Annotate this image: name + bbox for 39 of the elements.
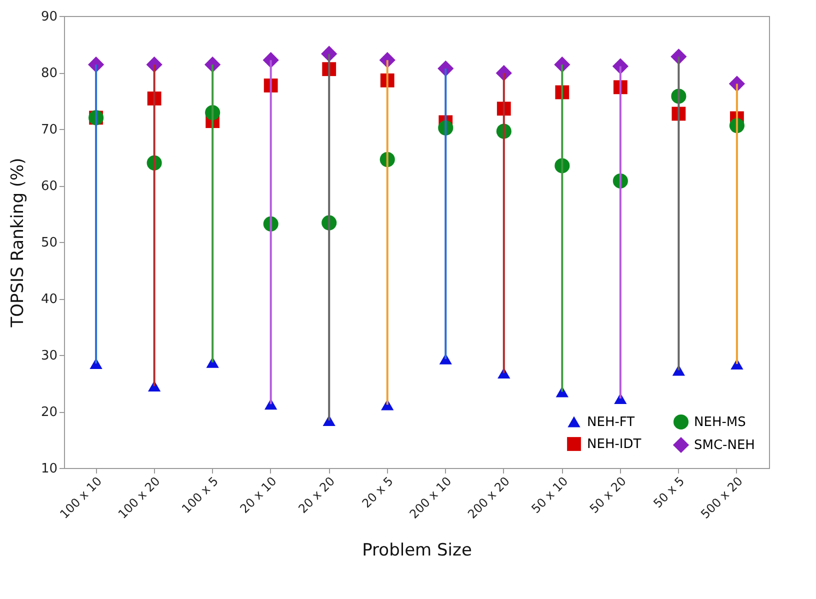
x-tick-label: 50 x 5 — [650, 474, 688, 511]
legend-label: NEH-IDT — [587, 437, 642, 452]
x-tick-label: 50 x 20 — [586, 474, 629, 516]
x-tick-label: 100 x 20 — [115, 474, 163, 522]
bar — [444, 68, 447, 359]
y-tick-label: 30 — [40, 348, 58, 364]
legend-label: NEH-MS — [694, 414, 746, 430]
y-tick-label: 60 — [40, 179, 58, 194]
y-tick-label: 40 — [40, 292, 58, 307]
x-tick-label: 100 x 10 — [57, 474, 105, 522]
x-tick-label: 200 x 20 — [465, 474, 512, 522]
y-tick-label: 70 — [40, 122, 58, 138]
y-tick-label: 90 — [40, 10, 58, 24]
y-tick-label: 80 — [40, 66, 58, 81]
y-tick-label: 10 — [40, 462, 58, 476]
legend-label: NEH-FT — [587, 414, 635, 430]
x-tick-label: 50 x 10 — [528, 474, 571, 516]
bar — [619, 66, 622, 399]
x-tick-label: 20 x 5 — [359, 474, 396, 511]
bar — [95, 64, 98, 364]
bar — [386, 60, 388, 405]
y-axis-title: TOPSIS Ranking (%) — [8, 158, 28, 328]
bar — [561, 64, 564, 392]
bar — [678, 56, 680, 370]
x-tick-label: 500 x 20 — [698, 474, 746, 522]
x-tick-label: 200 x 10 — [406, 474, 454, 522]
bar — [328, 54, 330, 421]
bar — [736, 84, 738, 364]
y-tick-label: 50 — [40, 236, 58, 250]
legend-label: SMC-NEH — [694, 438, 755, 453]
bar — [212, 64, 214, 362]
x-tick-label: 20 x 20 — [296, 474, 338, 516]
x-axis-title: Problem Size — [362, 540, 472, 561]
bar — [270, 60, 272, 404]
x-tick-label: 100 x 5 — [179, 474, 222, 516]
bar — [502, 73, 505, 374]
y-tick-label: 20 — [40, 405, 58, 420]
x-tick-label: 20 x 10 — [237, 474, 280, 516]
bar — [153, 64, 156, 386]
